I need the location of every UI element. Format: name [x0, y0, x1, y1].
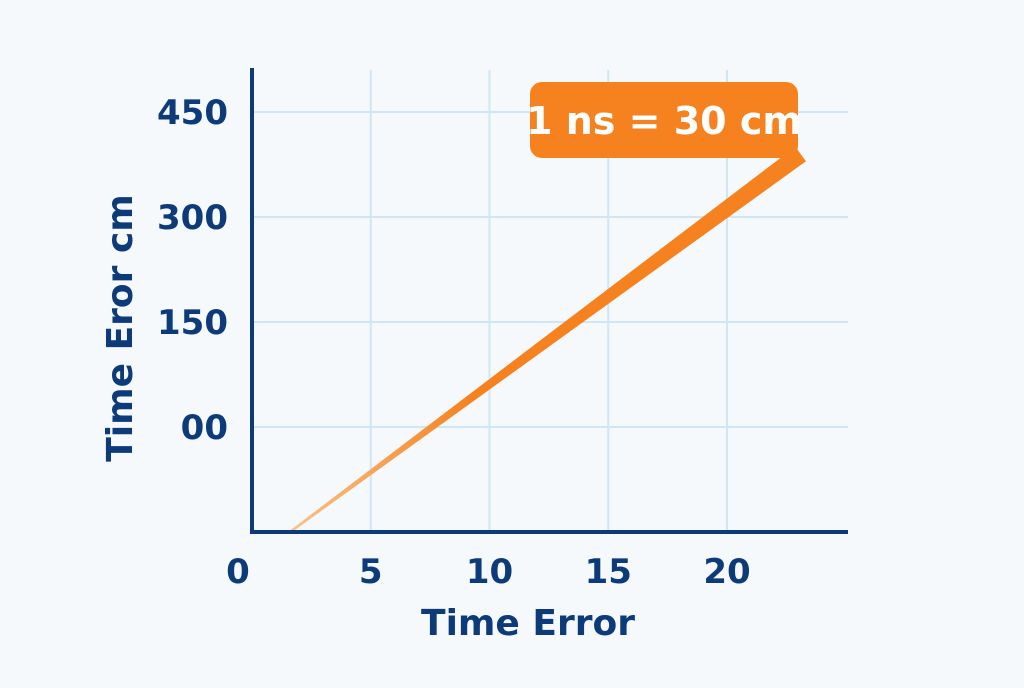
tick-labels: 0 5 10 15 20 00 150 300 450: [157, 93, 751, 592]
series-line: [289, 146, 806, 533]
annotation-box: [530, 82, 798, 158]
axes: [250, 68, 848, 534]
series-layer: [289, 146, 806, 533]
x-axis-title: Time Error: [421, 603, 635, 644]
y-tick-label: 450: [157, 93, 228, 133]
x-tick-label: 0: [226, 552, 250, 592]
x-tick-label: 10: [466, 552, 513, 592]
annotation-text: 1 ns = 30 cm: [526, 99, 802, 143]
y-axis-title: Time Eror cm: [100, 194, 141, 462]
x-tick-label: 20: [703, 552, 750, 592]
x-tick-label: 5: [359, 552, 383, 592]
y-tick-label: 300: [157, 198, 228, 238]
y-tick-label: 150: [157, 303, 228, 343]
x-tick-label: 15: [585, 552, 632, 592]
annotation-layer: 1 ns = 30 cm: [526, 82, 802, 158]
y-tick-label: 00: [181, 408, 228, 448]
